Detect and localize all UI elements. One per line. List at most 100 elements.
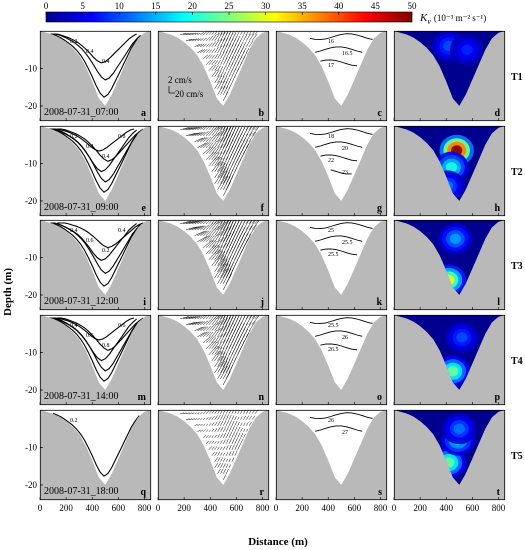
vector xyxy=(246,48,250,53)
vector xyxy=(180,412,184,414)
velocity-vectors xyxy=(180,315,260,385)
vector xyxy=(214,75,220,83)
x-tick-label: 800 xyxy=(374,503,388,513)
isopleth-label: 27 xyxy=(342,430,348,436)
panel-frame xyxy=(393,219,506,311)
vector xyxy=(243,433,246,438)
vector xyxy=(203,423,206,426)
vector xyxy=(214,258,224,272)
vector xyxy=(208,151,216,160)
colorbar-tick-label: 30 xyxy=(261,1,271,11)
vector xyxy=(220,127,229,142)
vector xyxy=(217,32,223,41)
vector xyxy=(197,429,201,432)
panel-n: n xyxy=(157,314,270,406)
vector xyxy=(220,234,228,248)
vector xyxy=(194,316,201,319)
seabed-profile xyxy=(394,126,505,216)
vector xyxy=(217,315,221,319)
vector xyxy=(220,158,225,166)
vector xyxy=(234,450,238,456)
vector xyxy=(246,410,249,414)
vector xyxy=(246,33,251,41)
y-tick-label: -20 xyxy=(25,196,37,206)
vector xyxy=(214,327,221,337)
vector xyxy=(214,70,220,77)
contour-label: 0.2 xyxy=(70,418,78,424)
vector xyxy=(214,65,219,71)
vector xyxy=(223,463,226,468)
vector xyxy=(211,41,217,47)
vector xyxy=(180,32,187,35)
vector xyxy=(211,337,217,343)
vector xyxy=(220,126,223,130)
vector xyxy=(180,127,190,130)
panel-frame xyxy=(39,409,152,501)
vector xyxy=(208,240,216,248)
vector xyxy=(214,152,220,160)
isopleth-label: 18 xyxy=(328,134,334,140)
panel-frame xyxy=(275,219,388,311)
vector xyxy=(228,444,232,450)
panel-letter: l xyxy=(497,297,500,308)
vector xyxy=(194,418,198,420)
vector xyxy=(220,251,226,260)
vector xyxy=(205,230,212,236)
vector xyxy=(220,66,224,71)
panel-content xyxy=(158,31,269,121)
vector xyxy=(211,140,218,148)
vector xyxy=(223,260,230,272)
vector xyxy=(217,250,224,260)
vector xyxy=(246,422,249,426)
vector xyxy=(240,220,243,224)
vector xyxy=(234,426,238,432)
vector xyxy=(223,37,229,47)
vector xyxy=(214,463,218,468)
vector xyxy=(246,330,251,337)
vector xyxy=(231,437,235,444)
isopleth xyxy=(309,128,373,136)
x-tick-label: 800 xyxy=(256,503,270,513)
vector xyxy=(246,315,249,319)
vector xyxy=(228,69,233,77)
panel-letter: q xyxy=(140,487,146,498)
vector xyxy=(200,38,204,41)
panel-f: f xyxy=(157,125,270,217)
vector xyxy=(231,426,235,432)
contour-label: 0.6 xyxy=(86,238,94,244)
vector xyxy=(223,432,227,438)
isopleth-label: 26.5 xyxy=(328,347,339,353)
panel-content xyxy=(394,410,505,500)
vector xyxy=(231,415,235,420)
vector xyxy=(231,457,235,462)
vector xyxy=(231,126,234,130)
vector xyxy=(183,316,192,319)
kv-hotspot xyxy=(447,366,459,377)
panel-content: 0.40.60.80.60.4 xyxy=(40,315,151,405)
vector xyxy=(251,415,256,420)
vector xyxy=(203,315,209,319)
panel-content: 16 16.5 17 xyxy=(276,31,387,121)
vector xyxy=(200,331,208,337)
panel-frame xyxy=(39,314,152,406)
vector xyxy=(217,65,221,71)
vector xyxy=(208,59,214,65)
vector xyxy=(205,435,209,438)
vector xyxy=(203,147,212,154)
colorbar: 0 5 10 15 20 25 30 35 40 45 50 Kv (10⁻³ m⁻² s⁻¹) xyxy=(44,1,487,26)
panel-content: 0.2 xyxy=(40,410,151,500)
vector xyxy=(237,220,240,224)
vector xyxy=(217,245,223,254)
vector xyxy=(217,351,224,361)
vector xyxy=(203,142,210,148)
vector xyxy=(214,171,224,184)
vector xyxy=(243,47,247,53)
contour-label: 0.2 xyxy=(70,134,78,140)
vector xyxy=(237,432,241,438)
vector xyxy=(205,146,213,154)
vector xyxy=(220,37,226,47)
x-tick-label: 600 xyxy=(112,503,126,513)
x-tick-label: 400 xyxy=(439,503,453,513)
vector xyxy=(225,414,229,420)
